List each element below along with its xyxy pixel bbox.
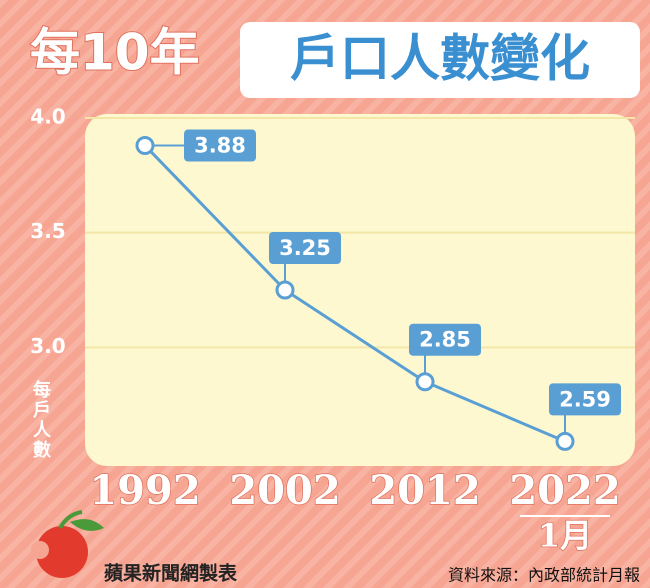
- value-label: 3.88: [194, 134, 246, 158]
- value-label-box: [184, 129, 256, 162]
- value-label: 2.85: [419, 328, 471, 352]
- source: 資料來源：內政部統計月報: [448, 566, 640, 585]
- credit: 蘋果新聞網製表: [104, 562, 238, 585]
- y-tick-label: 3.0: [30, 334, 65, 358]
- value-label-box: [269, 232, 341, 264]
- line: [143, 144, 566, 443]
- point: [135, 136, 155, 156]
- logo: [31, 510, 104, 578]
- value-label-box: [409, 323, 481, 356]
- point: [415, 372, 435, 392]
- y-tick-label: 4.0: [30, 105, 65, 129]
- category-note: 1月: [538, 517, 592, 555]
- value-label: 2.59: [559, 387, 611, 411]
- point: [555, 431, 575, 451]
- plot-area: [85, 114, 635, 466]
- y-axis-label: 每戶人數: [30, 379, 51, 460]
- x-tick-label: 2022: [509, 467, 620, 514]
- x-tick-label: 2002: [229, 467, 340, 514]
- x-tick-label: 1992: [89, 467, 200, 514]
- point: [275, 280, 295, 300]
- value-label-box: [549, 383, 621, 416]
- x-tick-label: 2012: [369, 467, 480, 514]
- chart-title: 每10年: [30, 24, 200, 82]
- y-tick-label: 3.5: [30, 219, 65, 243]
- subtitle-box: [240, 22, 640, 98]
- value-label: 3.25: [279, 236, 331, 260]
- chart-subtitle: 戶口人數變化: [290, 30, 590, 88]
